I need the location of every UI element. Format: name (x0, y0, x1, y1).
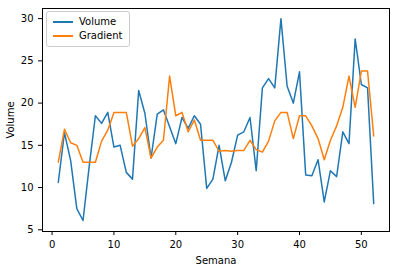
html-text:Volume: Volume (79, 16, 117, 27)
svg-text:5: 5 (27, 224, 33, 235)
svg-text:50: 50 (355, 239, 368, 250)
svg-text:10: 10 (21, 182, 34, 193)
svg-text:Semana: Semana (196, 255, 237, 266)
svg-text:30: 30 (231, 239, 244, 250)
svg-text:20: 20 (21, 97, 34, 108)
svg-text:10: 10 (108, 239, 121, 250)
html-text:Gradient: Gradient (79, 30, 123, 41)
svg-text:30: 30 (21, 13, 34, 24)
svg-text:20: 20 (169, 239, 182, 250)
svg-text:40: 40 (293, 239, 306, 250)
svg-text:25: 25 (21, 55, 34, 66)
svg-text:Volume: Volume (5, 101, 16, 138)
svg-text:15: 15 (21, 140, 34, 151)
svg-text:0: 0 (49, 239, 55, 250)
